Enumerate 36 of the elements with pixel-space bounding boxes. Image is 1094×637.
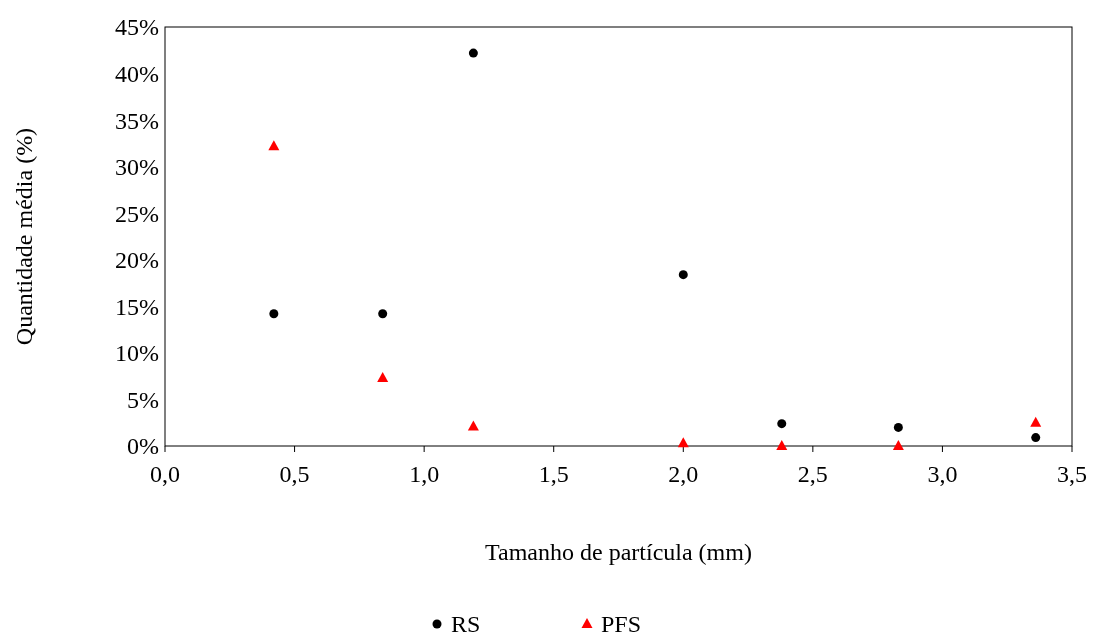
point — [377, 372, 389, 383]
x-tick-label: 3,5 — [1057, 461, 1087, 487]
point — [378, 309, 388, 319]
point — [468, 48, 478, 58]
legend-label: PFS — [601, 611, 642, 637]
y-axis-title: Quantidade média (%) — [11, 127, 37, 346]
x-tick-label: 1,5 — [538, 461, 569, 487]
point — [893, 422, 903, 432]
point — [467, 420, 479, 431]
y-tick-label: 5% — [127, 386, 159, 413]
y-tick-label: 35% — [115, 107, 159, 134]
x-axis-title: Tamanho de partícula (mm) — [485, 539, 752, 565]
x-tick-label: 2,0 — [668, 461, 699, 487]
legend-label: RS — [451, 611, 481, 637]
y-tick-label: 30% — [115, 154, 159, 181]
x-tick-label: 2,5 — [797, 461, 828, 487]
x-tick-label: 3,0 — [927, 461, 958, 487]
y-tick-label: 20% — [115, 247, 159, 274]
point — [777, 419, 787, 429]
y-tick-label: 0% — [127, 433, 159, 460]
y-tick-label: 40% — [115, 60, 159, 87]
point — [677, 437, 689, 448]
x-tick-label: 0,0 — [150, 461, 180, 487]
point — [268, 140, 280, 151]
y-tick-label: 45% — [115, 14, 159, 41]
x-tick-label: 0,5 — [279, 461, 310, 487]
point — [1030, 416, 1042, 427]
x-tick-label: 1,0 — [409, 461, 440, 487]
point — [776, 440, 788, 450]
point — [1031, 433, 1041, 443]
point — [269, 309, 279, 319]
y-tick-label: 10% — [115, 340, 159, 367]
point — [892, 440, 904, 450]
y-tick-label: 15% — [115, 293, 159, 320]
point — [678, 270, 688, 280]
y-tick-label: 25% — [115, 200, 159, 227]
